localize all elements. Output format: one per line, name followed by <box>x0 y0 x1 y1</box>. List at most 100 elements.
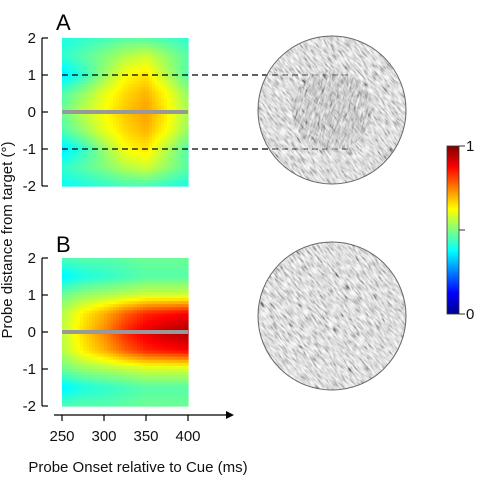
heatmap-cell <box>170 56 174 61</box>
heatmap-cell <box>167 378 171 382</box>
heatmap-cell <box>119 84 123 88</box>
heatmap-cell <box>71 50 75 55</box>
heatmap-cell <box>179 384 183 389</box>
heatmap-cell <box>74 127 78 132</box>
heatmap-cell <box>95 68 99 73</box>
heatmap-cell <box>89 90 93 95</box>
heatmap-cell <box>101 369 105 373</box>
heatmap-cell <box>125 47 129 51</box>
heatmap-cell <box>131 41 135 45</box>
heatmap-cell <box>104 381 108 386</box>
heatmap-cell <box>140 158 144 162</box>
heatmap-cell <box>98 71 102 76</box>
heatmap-cell <box>146 124 150 129</box>
heatmap-cell <box>68 307 72 312</box>
heatmap-cell <box>170 145 174 150</box>
heatmap-cell <box>113 44 117 48</box>
heatmap-cell <box>98 182 102 187</box>
heatmap-cell <box>116 90 120 95</box>
heatmap-cell <box>74 164 78 169</box>
heatmap-cell <box>182 96 186 101</box>
heatmap-cell <box>131 145 135 150</box>
heatmap-cell <box>131 347 135 352</box>
heatmap-cell <box>107 173 111 178</box>
heatmap-cell <box>62 38 66 42</box>
heatmap-cell <box>92 338 96 342</box>
heatmap-cell <box>116 152 120 156</box>
heatmap-cell <box>80 344 84 349</box>
heatmap-cell <box>173 285 177 290</box>
heatmap-cell <box>161 179 165 184</box>
heatmap-cell <box>152 350 156 355</box>
heatmap-cell <box>185 365 189 370</box>
heatmap-cell <box>71 53 75 58</box>
heatmap-cell <box>110 365 114 370</box>
heatmap-cell <box>152 295 156 299</box>
heatmap-cell <box>176 347 180 352</box>
heatmap-cell <box>77 273 81 278</box>
heatmap-cell <box>98 50 102 55</box>
heatmap-cell <box>161 133 165 138</box>
heatmap-cell <box>71 399 75 404</box>
heatmap-cell <box>128 53 132 58</box>
heatmap-cell <box>74 279 78 284</box>
heatmap-cell <box>116 399 120 404</box>
heatmap-cell <box>68 96 72 101</box>
heatmap-cell <box>152 65 156 70</box>
heatmap-cell <box>101 402 105 407</box>
heatmap-cell <box>92 99 96 104</box>
heatmap-cell <box>71 44 75 48</box>
heatmap-cell <box>152 316 156 321</box>
heatmap-cell <box>131 319 135 324</box>
heatmap-cell <box>131 381 135 386</box>
heatmap-cell <box>80 341 84 345</box>
heatmap-cell <box>62 47 66 51</box>
heatmap-cell <box>146 387 150 392</box>
heatmap-cell <box>80 288 84 293</box>
heatmap-cell <box>83 87 87 92</box>
heatmap-cell <box>176 359 180 364</box>
heatmap-cell <box>179 96 183 101</box>
heatmap-cell <box>140 347 144 352</box>
heatmap-cell <box>134 344 138 349</box>
heatmap-cell <box>74 310 78 315</box>
heatmap-cell <box>143 387 147 392</box>
heatmap-cell <box>140 53 144 58</box>
heatmap-cell <box>74 270 78 275</box>
heatmap-cell <box>92 142 96 147</box>
heatmap-cell <box>164 41 168 45</box>
heatmap-cell <box>86 344 90 349</box>
heatmap-cell <box>161 307 165 312</box>
heatmap-cell <box>179 362 183 367</box>
heatmap-cell <box>185 176 189 181</box>
heatmap-cell <box>74 130 78 135</box>
heatmap-cell <box>131 301 135 305</box>
heatmap-cell <box>167 65 171 70</box>
heatmap-cell <box>101 71 105 76</box>
heatmap-cell <box>107 344 111 349</box>
heatmap-cell <box>74 264 78 268</box>
heatmap-cell <box>119 93 123 98</box>
heatmap-cell <box>92 298 96 302</box>
heatmap-cell <box>104 182 108 187</box>
heatmap-cell <box>179 90 183 95</box>
heatmap-cell <box>146 133 150 138</box>
heatmap-cell <box>146 325 150 330</box>
heatmap-cell <box>119 396 123 401</box>
heatmap-cell <box>155 372 159 376</box>
heatmap-cell <box>176 53 180 58</box>
heatmap-cell <box>125 341 129 345</box>
heatmap-cell <box>158 149 162 153</box>
heatmap-cell <box>170 87 174 92</box>
heatmap-cell <box>68 68 72 73</box>
heatmap-cell <box>113 59 117 64</box>
heatmap-cell <box>83 81 87 85</box>
heatmap-cell <box>152 396 156 401</box>
heatmap-cell <box>89 353 93 358</box>
heatmap-cell <box>113 127 117 132</box>
heatmap-cell <box>128 258 132 262</box>
heatmap-cell <box>158 142 162 147</box>
heatmap-cell <box>140 341 144 345</box>
heatmap-cell <box>179 298 183 302</box>
heatmap-cell <box>68 291 72 296</box>
